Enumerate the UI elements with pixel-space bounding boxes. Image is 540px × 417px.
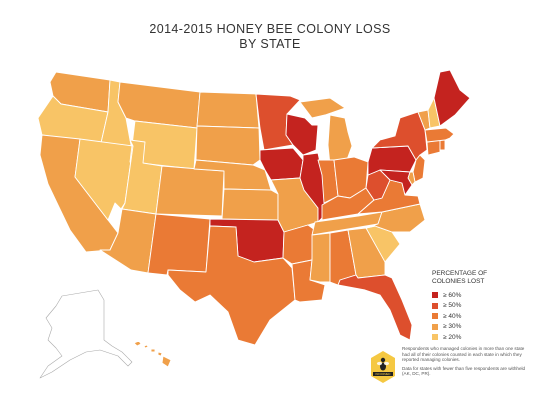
bee-icon-wing-right: [383, 361, 390, 366]
legend-swatch: [432, 313, 438, 320]
bee-icon-head: [380, 357, 386, 363]
state-ar: [282, 224, 316, 265]
footnote-1: Respondents who managed colonies in more…: [402, 346, 525, 363]
legend-label: ≥ 30%: [443, 323, 462, 331]
legend-item-50: ≥ 50%: [432, 301, 532, 312]
legend-item-40: ≥ 40%: [432, 311, 532, 322]
footnotes: Respondents who managed colonies in more…: [402, 346, 532, 380]
legend-swatch: [432, 302, 438, 309]
badge-ribbon: [373, 372, 393, 376]
title-line-1: 2014-2015 HONEY BEE COLONY LOSS: [149, 22, 391, 36]
legend-item-60: ≥ 60%: [432, 290, 532, 301]
legend-item-30: ≥ 30%: [432, 322, 532, 333]
state-co: [155, 165, 225, 217]
state-sd: [195, 125, 261, 166]
legend-title: PERCENTAGE OF COLONIES LOST: [432, 270, 532, 286]
bee-icon-wing-left: [376, 361, 383, 366]
state-wi: [285, 113, 319, 156]
legend-item-20: ≥ 20%: [432, 332, 532, 343]
state-ma: [424, 127, 455, 143]
state-mi-upper: [299, 97, 346, 119]
legend-swatch: [432, 292, 438, 299]
title-line-2: BY STATE: [239, 37, 301, 51]
legend-label: ≥ 20%: [443, 333, 462, 341]
legend-swatch: [432, 334, 438, 341]
legend-label: ≥ 50%: [443, 302, 462, 310]
map-title: 2014-2015 HONEY BEE COLONY LOSS BY STATE: [0, 22, 540, 52]
bee-informed-logo: INFORMED: [371, 351, 395, 383]
state-ri: [439, 139, 446, 151]
legend-items: ≥ 60% ≥ 50% ≥ 40% ≥ 30% ≥ 20%: [432, 290, 532, 343]
state-nd: [196, 91, 260, 129]
badge-text: INFORMED: [376, 372, 391, 376]
state-ms: [309, 232, 331, 283]
state-fl: [337, 274, 413, 341]
state-nm: [147, 213, 211, 276]
state-md: [379, 169, 413, 196]
state-tx: [167, 225, 296, 346]
footnote-2: Data for states with fewer than five res…: [402, 365, 526, 377]
legend-title-line-1: PERCENTAGE OF: [432, 270, 488, 277]
legend-swatch: [432, 323, 438, 330]
legend: PERCENTAGE OF COLONIES LOST ≥ 60% ≥ 50% …: [432, 270, 532, 343]
state-me: [433, 69, 471, 127]
legend-label: ≥ 40%: [443, 312, 462, 320]
legend-title-line-2: COLONIES LOST: [432, 278, 485, 285]
state-ct: [426, 139, 441, 156]
state-ks: [221, 188, 279, 221]
state-mi: [327, 114, 353, 166]
state-hi: [133, 340, 172, 368]
state-ak: [39, 289, 133, 379]
legend-label: ≥ 60%: [443, 291, 462, 299]
state-mt: [117, 81, 201, 129]
